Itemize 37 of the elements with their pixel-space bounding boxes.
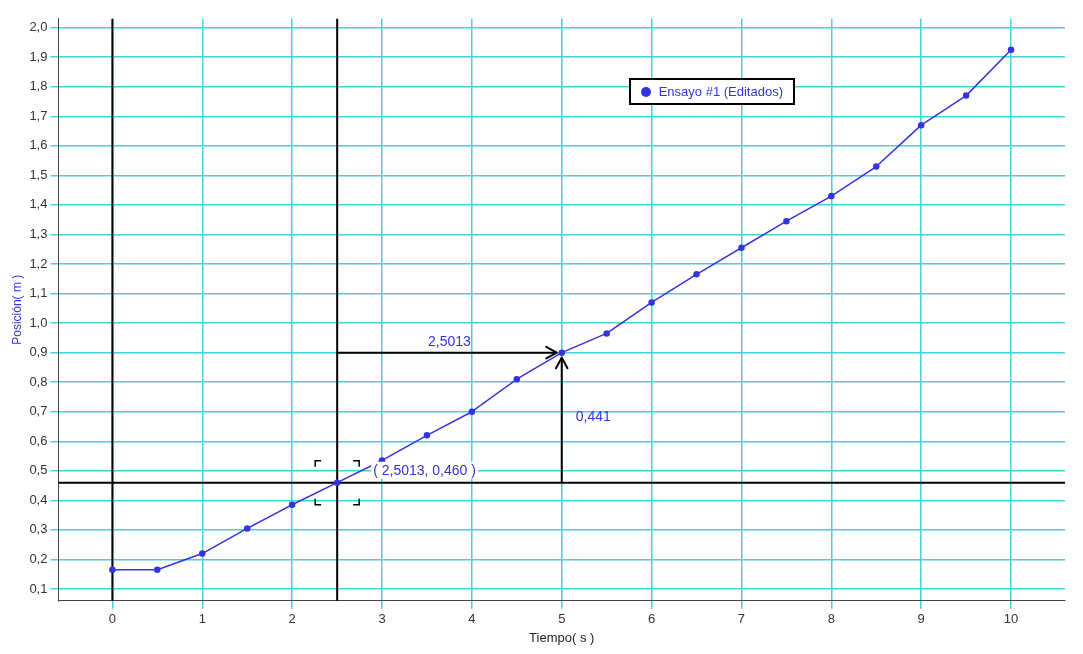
y-tick-label: 1,1	[29, 285, 48, 301]
x-tick-label: 9	[917, 611, 925, 627]
x-tick-label: 8	[827, 611, 835, 627]
y-tick-label: 1,6	[29, 137, 48, 153]
y-tick-label: 1,5	[29, 166, 48, 182]
y-tick-label: 1,7	[29, 107, 48, 123]
y-tick-label: 0,5	[29, 462, 48, 478]
x-tick-label: 5	[558, 611, 566, 627]
x-tick-label: 1	[198, 611, 206, 627]
x-tick-label: 7	[737, 611, 746, 627]
x-tick-label: 0	[108, 611, 117, 627]
x-tick-label: 4	[468, 611, 476, 627]
annotation: 2,5013	[428, 333, 472, 350]
y-tick-label: 1,2	[29, 255, 48, 271]
y-tick-label: 0,6	[29, 432, 48, 448]
y-tick-label: 1,4	[29, 196, 48, 212]
x-tick-label: 10	[1003, 611, 1019, 627]
y-tick-label: 0,9	[29, 344, 48, 360]
y-tick-label: 0,4	[29, 491, 48, 507]
y-tick-label: 1,3	[29, 226, 48, 242]
y-tick-label: 1,8	[29, 78, 48, 94]
annotation: ( 2,5013, 0,460 )	[373, 462, 476, 479]
y-tick-label: 2,0	[29, 19, 48, 35]
y-tick-label: 0,2	[29, 551, 48, 567]
y-tick-label: 0,7	[29, 403, 48, 419]
y-tick-label: 1,9	[29, 48, 48, 64]
y-tick-label: 1,0	[29, 314, 48, 330]
y-tick-label: 0,3	[29, 521, 48, 537]
x-axis-title: Tiempo( s )	[529, 629, 595, 645]
x-tick-label: 3	[378, 611, 386, 627]
y-axis-title: Posición( m )	[9, 274, 24, 345]
y-tick-label: 0,8	[29, 373, 48, 389]
annotation: 0,441	[575, 408, 611, 425]
x-tick-label: 2	[288, 611, 296, 627]
y-tick-label: 0,1	[29, 580, 48, 596]
x-tick-label: 6	[647, 611, 656, 627]
legend-label: Ensayo #1 (Editados)	[658, 84, 783, 99]
